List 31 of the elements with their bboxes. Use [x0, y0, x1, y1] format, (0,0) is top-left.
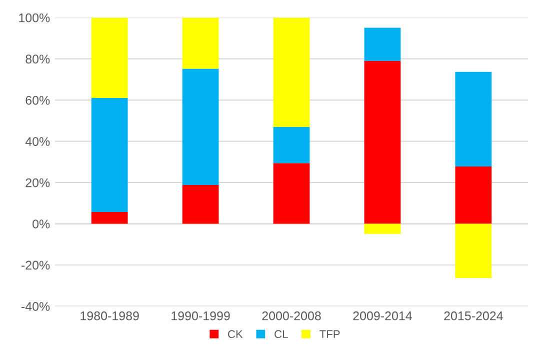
bar: [364, 224, 401, 234]
bar: [273, 163, 310, 224]
x-tick-label: 1990-1999: [172, 311, 230, 320]
bar: [364, 28, 401, 61]
bar: [455, 224, 492, 278]
bar: [91, 212, 128, 224]
x-tick-label: 2009-2014: [353, 311, 412, 320]
bar: [182, 68, 219, 186]
x-tick-label: 2000-2008: [262, 311, 321, 320]
bar: [364, 60, 401, 224]
y-tick-label: 20%: [26, 178, 50, 188]
x-tick-label: 2015-2024: [444, 311, 503, 320]
bar: [182, 18, 219, 69]
y-tick-label: 60%: [26, 96, 50, 105]
y-tick-label: 0%: [32, 220, 50, 228]
y-tick-label: 100%: [19, 13, 50, 22]
y-tick-label: -20%: [22, 260, 50, 270]
bar: [91, 98, 128, 212]
y-tick-label: -40%: [22, 302, 50, 311]
x-tick-label: 1980-1989: [80, 311, 139, 320]
bar: [455, 72, 492, 166]
legend-label: CK: [228, 330, 243, 338]
legend-label: CL: [274, 330, 288, 338]
y-tick-label: 80%: [26, 54, 50, 64]
y-tick-label: 40%: [25, 137, 50, 146]
bar: [91, 18, 128, 98]
bar: [182, 185, 219, 224]
legend-label: TFP: [320, 330, 340, 338]
bar: [273, 126, 310, 164]
bar: [273, 18, 310, 127]
bar: [455, 166, 492, 224]
